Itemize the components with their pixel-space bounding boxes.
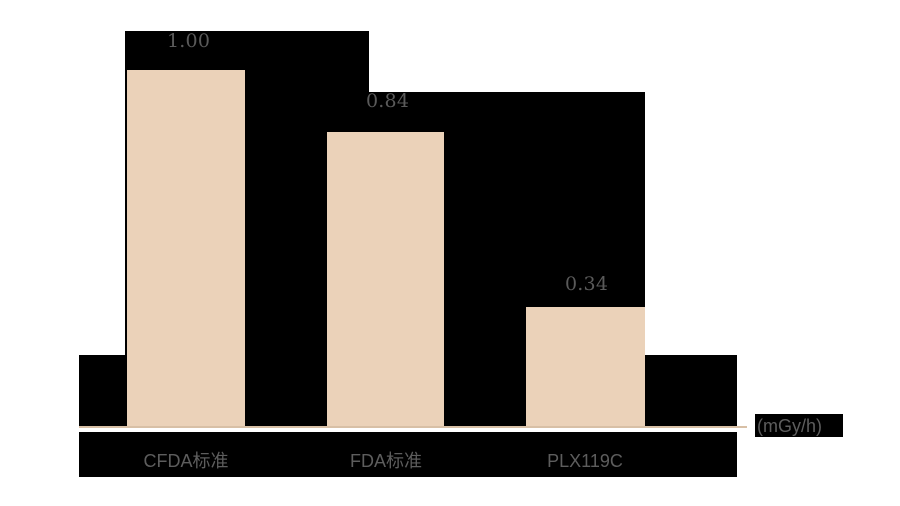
category-label-plx119c: PLX119C — [547, 451, 623, 471]
category-label-cfda: CFDA标准 — [143, 451, 229, 471]
bar-value-label-plx119c: 0.34 — [565, 273, 609, 295]
category-label-fda: FDA标准 — [350, 451, 422, 471]
axis-unit-backdrop — [755, 414, 843, 437]
bar-value-label-fda: 0.84 — [366, 90, 410, 112]
bar-fda[interactable] — [327, 132, 444, 427]
plot-backdrop-label-band — [79, 432, 737, 477]
x-axis-line — [79, 426, 747, 428]
bar-value-label-cfda: 1.00 — [167, 30, 211, 52]
bar-cfda[interactable] — [127, 70, 245, 427]
bar-plx119c[interactable] — [526, 307, 645, 427]
axis-unit-label: (mGy/h) — [757, 416, 822, 436]
